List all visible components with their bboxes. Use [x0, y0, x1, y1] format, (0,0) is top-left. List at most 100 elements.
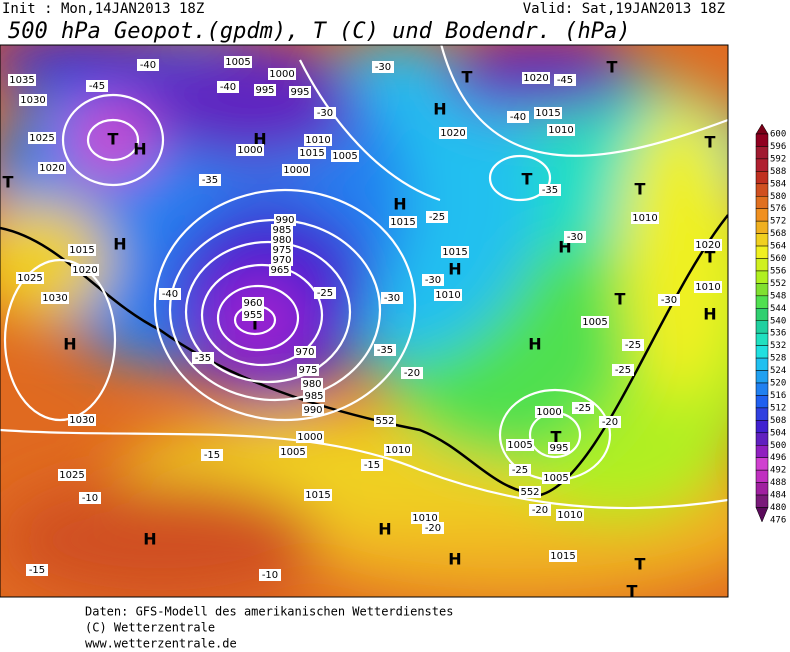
pressure-center: T — [627, 582, 638, 601]
pressure-center: H — [448, 260, 461, 279]
contour-label: 1005 — [225, 57, 250, 68]
pressure-center: T — [705, 248, 716, 267]
colorbar-tick-label: 580 — [770, 192, 786, 202]
label-box — [271, 244, 293, 256]
colorbar-cell — [755, 295, 769, 309]
contour-label: 1005 — [280, 447, 305, 458]
colorbar-arrow — [755, 507, 769, 523]
contour-label: 1010 — [557, 510, 582, 521]
label-box — [236, 144, 264, 156]
contour-label: -15 — [204, 450, 220, 461]
contour-label: -40 — [162, 289, 178, 300]
pressure-center: T — [462, 68, 473, 87]
contour-label: -25 — [615, 365, 631, 376]
label-box — [542, 472, 570, 484]
colorbar-cell — [755, 357, 769, 371]
label-box — [534, 107, 562, 119]
contour-label: -30 — [384, 293, 400, 304]
label-box — [694, 239, 722, 251]
pressure-center: T — [551, 428, 562, 447]
colorbar-tick-label: 516 — [770, 391, 786, 401]
pressure-center: T — [635, 555, 646, 574]
label-box — [296, 431, 324, 443]
label-box — [68, 414, 96, 426]
label-box — [159, 288, 181, 300]
colorbar-cell — [755, 233, 769, 247]
label-box — [303, 390, 325, 402]
contour-label: 1010 — [385, 445, 410, 456]
colorbar-cell — [755, 283, 769, 297]
colorbar-cell — [755, 245, 769, 259]
colorbar-cell — [755, 432, 769, 446]
label-box — [41, 292, 69, 304]
label-box — [389, 216, 417, 228]
colorbar-tick-label: 556 — [770, 266, 786, 276]
pressure-center: H — [528, 335, 541, 354]
contour-label: 955 — [243, 310, 262, 321]
contour-label: 1015 — [299, 148, 324, 159]
pressure-center: H — [393, 195, 406, 214]
contour-label: 1005 — [507, 440, 532, 451]
contour-label: -15 — [29, 565, 45, 576]
colorbar-cell — [755, 395, 769, 409]
label-box — [434, 289, 462, 301]
pressure-center: H — [378, 520, 391, 539]
contour-label: 1010 — [695, 282, 720, 293]
label-box — [535, 406, 563, 418]
contour-label: 1015 — [69, 245, 94, 256]
contour-label: 1005 — [582, 317, 607, 328]
colorbar-tick-label: 560 — [770, 254, 786, 264]
label-box — [217, 81, 239, 93]
label-box — [271, 234, 293, 246]
contour-label: -25 — [575, 403, 591, 414]
label-box — [274, 214, 296, 226]
contour-label: 995 — [549, 443, 568, 454]
colorbar-tick-label: 492 — [770, 466, 786, 476]
contour-label: -20 — [532, 505, 548, 516]
colorbar-tick-label: 500 — [770, 441, 786, 451]
contour-label: 990 — [303, 405, 322, 416]
label-box — [28, 132, 56, 144]
colorbar-cell — [755, 345, 769, 359]
label-box — [522, 72, 550, 84]
label-box — [549, 550, 577, 562]
label-box — [201, 449, 223, 461]
contour-label: -45 — [557, 75, 573, 86]
contour-label: 985 — [272, 225, 291, 236]
label-box — [294, 346, 316, 358]
contour-label: 975 — [272, 245, 291, 256]
label-box — [372, 61, 394, 73]
contour-label: 965 — [270, 265, 289, 276]
colorbar-cell — [755, 220, 769, 234]
label-box — [242, 309, 264, 321]
label-box — [622, 339, 644, 351]
valid-time: Valid: Sat,19JAN2013 18Z — [523, 1, 725, 17]
label-box — [199, 174, 221, 186]
pressure-center: H — [143, 530, 156, 549]
contour-label: -40 — [140, 60, 156, 71]
colorbar-cell — [755, 320, 769, 334]
pressure-center: T — [635, 180, 646, 199]
label-box — [289, 86, 311, 98]
pressure-center: T — [607, 58, 618, 77]
contour-label: 1000 — [269, 69, 294, 80]
contour-label: 1015 — [550, 551, 575, 562]
label-box — [297, 364, 319, 376]
label-box — [374, 415, 396, 427]
contour-label: 970 — [295, 347, 314, 358]
colorbar-tick-label: 584 — [770, 179, 786, 189]
colorbar-tick-label: 532 — [770, 341, 786, 351]
contour-label: 1015 — [442, 247, 467, 258]
colorbar-cell — [755, 420, 769, 434]
contour-label: -20 — [425, 523, 441, 534]
label-box — [38, 162, 66, 174]
contour-label: 1025 — [17, 273, 42, 284]
contour-label: -30 — [375, 62, 391, 73]
contour-label: 1000 — [237, 145, 262, 156]
contour-label: -30 — [425, 275, 441, 286]
colorbar-tick-label: 576 — [770, 204, 786, 214]
pressure-center: H — [703, 305, 716, 324]
colorbar-tick-label: 540 — [770, 316, 786, 326]
label-box — [268, 68, 296, 80]
pressure-center: T — [3, 173, 14, 192]
